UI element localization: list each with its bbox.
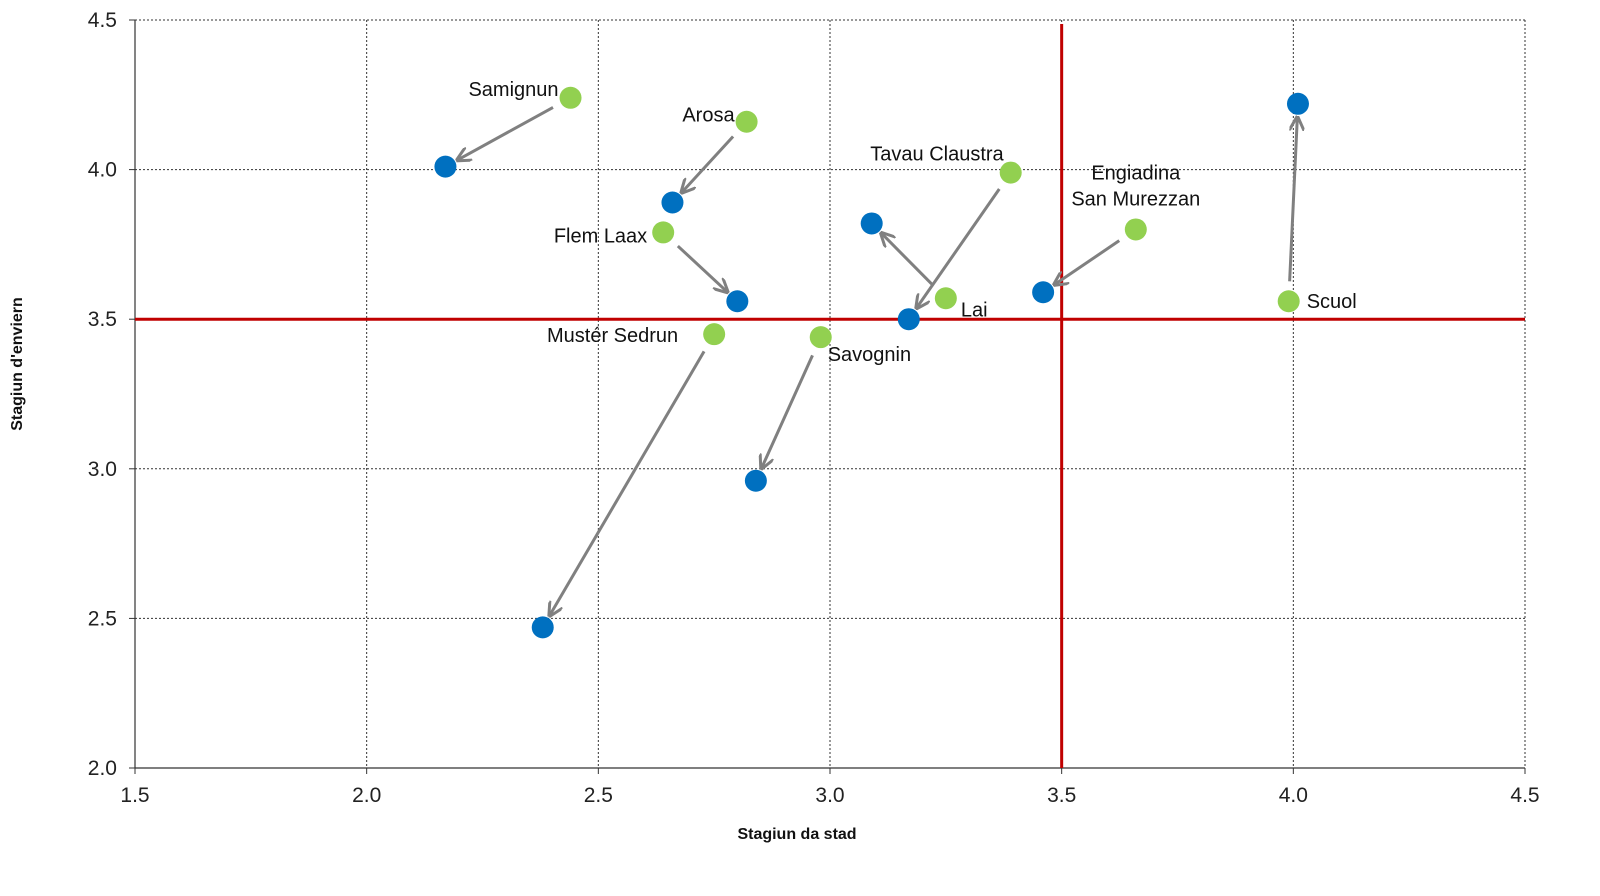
y-tick-label: 4.0	[88, 159, 117, 182]
point-to	[744, 469, 767, 492]
arrow	[882, 234, 933, 286]
x-axis-label: Stagiun da stad	[737, 826, 856, 843]
point-from	[1124, 218, 1147, 241]
point-from	[809, 326, 832, 349]
point-to	[1286, 92, 1309, 115]
arrow	[676, 244, 726, 291]
y-tick-label: 2.0	[88, 757, 117, 780]
arrow	[1056, 239, 1121, 284]
arrow	[459, 106, 554, 159]
point-to	[897, 308, 920, 331]
point-label: Savognin	[828, 344, 911, 366]
point-label: Mustér Sedrun	[547, 325, 678, 347]
point-from	[559, 86, 582, 109]
point-label: Tavau Claustra	[870, 144, 1004, 166]
point-from	[652, 221, 675, 244]
x-tick-label: 4.0	[1279, 784, 1308, 807]
point-label: Flem Laax	[554, 225, 647, 247]
y-tick-label: 2.5	[88, 607, 117, 630]
point-label: Samignun	[468, 79, 558, 101]
x-tick-label: 3.5	[1047, 784, 1076, 807]
point-from	[703, 323, 726, 346]
point-to	[531, 616, 554, 639]
point-to	[860, 212, 883, 235]
point-from	[1277, 290, 1300, 313]
arrow	[550, 350, 706, 614]
arrow	[762, 354, 814, 467]
point-label: Arosa	[682, 105, 735, 127]
x-tick-label: 2.0	[352, 784, 381, 807]
y-tick-label: 3.5	[88, 308, 117, 331]
x-tick-label: 1.5	[120, 784, 149, 807]
point-to	[661, 191, 684, 214]
point-label: Engiadina	[1091, 162, 1181, 184]
point-to	[726, 290, 749, 313]
point-label: Lai	[961, 299, 988, 321]
point-from	[735, 110, 758, 133]
point-label: San Murezzan	[1071, 188, 1200, 210]
point-to	[1032, 281, 1055, 304]
arrow	[1288, 119, 1298, 282]
point-from	[999, 161, 1022, 184]
y-axis-label: Stagiun d'enviern	[9, 297, 26, 431]
point-to	[434, 155, 457, 178]
y-tick-label: 3.0	[88, 458, 117, 481]
arrow	[917, 188, 1001, 307]
x-tick-label: 2.5	[584, 784, 613, 807]
y-tick-label: 4.5	[88, 9, 117, 32]
point-label: Scuol	[1307, 291, 1357, 313]
x-tick-label: 4.5	[1510, 784, 1539, 807]
x-tick-label: 3.0	[815, 784, 844, 807]
arrow	[683, 135, 735, 191]
point-from	[934, 287, 957, 310]
